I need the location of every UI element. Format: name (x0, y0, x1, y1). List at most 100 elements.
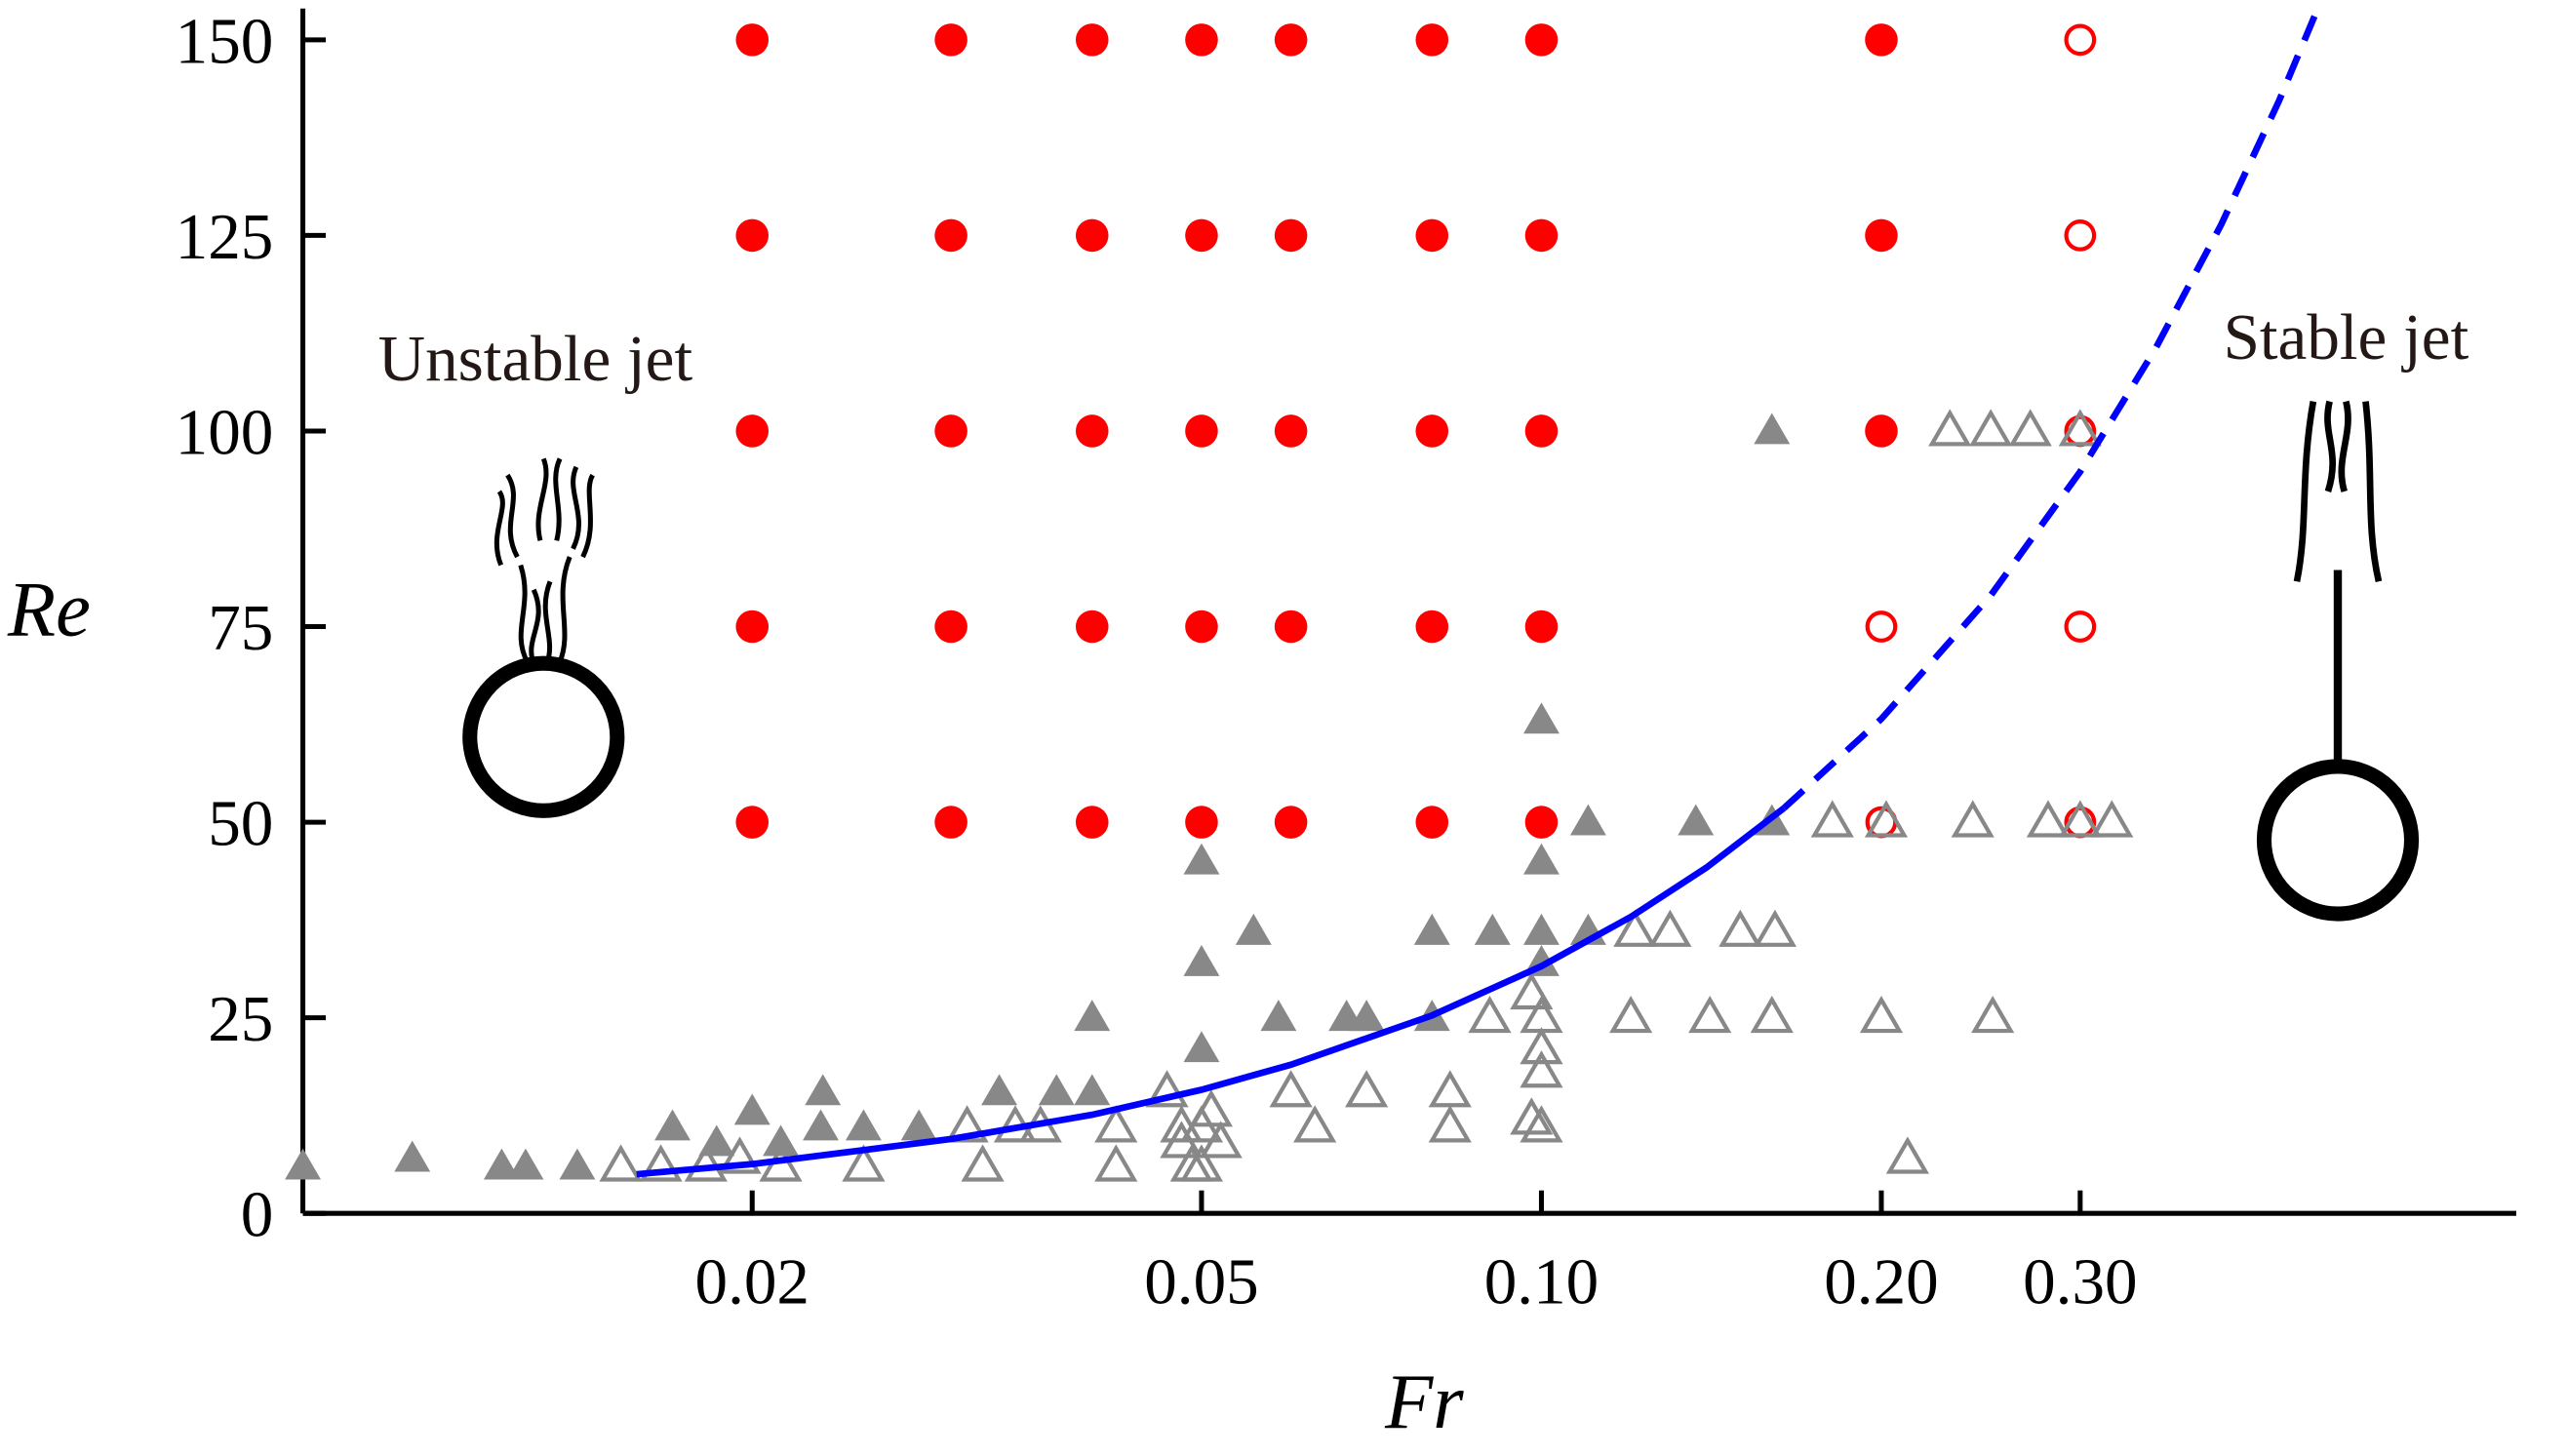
point (1415, 414, 1449, 448)
point (733, 1093, 770, 1125)
point (1520, 995, 1563, 1034)
point (1865, 610, 1898, 643)
point (1145, 1070, 1189, 1108)
point (1075, 610, 1109, 644)
point (2026, 800, 2071, 838)
y-axis-label: Re (7, 567, 91, 653)
point (2064, 610, 2097, 643)
point (599, 1144, 643, 1182)
point (1474, 913, 1511, 945)
point (1428, 1070, 1472, 1108)
point (1524, 414, 1559, 448)
point (934, 218, 968, 253)
point (763, 1124, 800, 1157)
y-tick-label: 100 (176, 395, 274, 468)
point (735, 806, 770, 839)
point (1523, 843, 1560, 875)
x-tick-label: 0.02 (695, 1245, 810, 1318)
point (1951, 800, 1994, 838)
point (1859, 995, 1904, 1034)
point (1569, 804, 1606, 836)
point (1520, 1050, 1563, 1088)
y-tick-label: 150 (176, 4, 274, 77)
point (1648, 909, 1692, 947)
point (1415, 23, 1449, 57)
point (1810, 800, 1854, 838)
annotation: Stable jet (2224, 300, 2469, 374)
point (1293, 1105, 1337, 1143)
point (1678, 804, 1715, 836)
point (1185, 414, 1218, 448)
point (654, 1109, 691, 1141)
point (1094, 1144, 1138, 1182)
point (1520, 1105, 1563, 1143)
y-tick-label: 25 (208, 982, 273, 1055)
point (1074, 1074, 1111, 1106)
point (1074, 1000, 1111, 1032)
point (934, 23, 968, 57)
point (1185, 806, 1218, 839)
point (1688, 995, 1732, 1034)
point (2090, 800, 2134, 838)
point (1864, 800, 1909, 838)
point (805, 1074, 842, 1106)
point (1274, 806, 1308, 839)
point (1075, 806, 1109, 839)
point (394, 1140, 431, 1172)
point (2064, 23, 2097, 57)
point (1468, 995, 1512, 1034)
point (961, 1144, 1005, 1182)
point (1183, 843, 1220, 875)
point (1235, 913, 1272, 945)
x-tick-label: 0.30 (2023, 1245, 2137, 1318)
point (1510, 971, 1554, 1010)
point (981, 1074, 1018, 1106)
point (1260, 1000, 1297, 1032)
x-tick-label: 0.20 (1824, 1245, 1938, 1318)
point (1885, 1136, 1930, 1174)
point (1524, 610, 1559, 644)
point (1428, 1105, 1472, 1143)
point (1183, 1031, 1220, 1063)
point (945, 1105, 989, 1143)
point (934, 610, 968, 644)
fit-curve (1781, 7, 2321, 811)
point (1075, 23, 1109, 57)
point (1754, 413, 1791, 445)
point (1415, 218, 1449, 253)
point (934, 806, 968, 839)
point (1179, 1144, 1224, 1182)
point (285, 1148, 321, 1180)
point (684, 1144, 728, 1182)
point (1609, 995, 1653, 1034)
point (483, 1148, 520, 1180)
point (639, 1144, 683, 1182)
point (1075, 414, 1109, 448)
stable-jet-icon (2256, 400, 2420, 922)
point (1718, 909, 1762, 947)
point (900, 1109, 937, 1141)
point (1274, 414, 1308, 448)
point (735, 218, 770, 253)
point (1750, 995, 1794, 1034)
annotation: Unstable jet (378, 322, 693, 395)
unstable-jet-icon (462, 457, 625, 818)
point (735, 23, 770, 57)
point (1189, 1089, 1234, 1127)
point (1274, 610, 1308, 644)
point (1185, 218, 1218, 253)
point (1038, 1074, 1075, 1106)
point (1524, 23, 1559, 57)
point (1415, 610, 1449, 644)
x-tick-label: 0.10 (1484, 1245, 1599, 1318)
point (1971, 995, 2015, 1034)
point (2058, 409, 2102, 447)
y-tick-label: 75 (208, 591, 273, 664)
point (1520, 1027, 1563, 1065)
point (1415, 806, 1449, 839)
point (735, 610, 770, 644)
point (735, 414, 770, 448)
point (1413, 913, 1450, 945)
point (1185, 610, 1218, 644)
